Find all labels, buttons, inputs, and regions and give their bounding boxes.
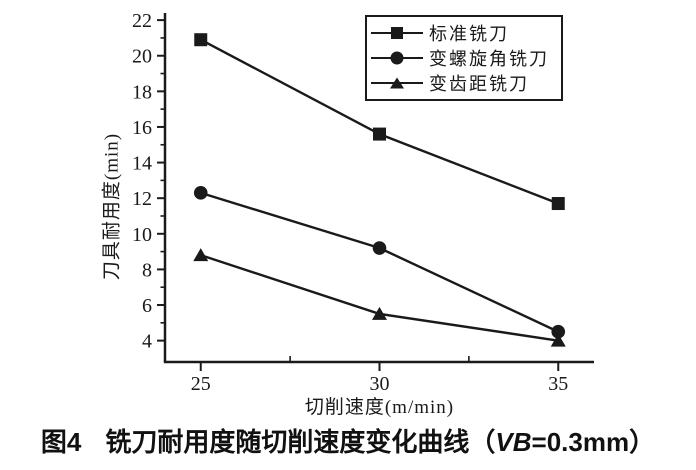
legend-label: 标准铣刀 <box>429 23 509 44</box>
triangle-marker-icon <box>390 77 404 89</box>
y-tick-label: 16 <box>132 117 152 139</box>
x-tick-label: 25 <box>191 373 211 395</box>
figure-caption: 图4 铣刀耐用度随切削速度变化曲线（VB=0.3mm） <box>0 422 696 459</box>
y-tick-label: 18 <box>132 81 152 103</box>
y-axis-title: 刀具耐用度(min) <box>101 132 123 281</box>
figure-number: 图4 <box>40 427 82 457</box>
caption-text: 铣刀耐用度随切削速度变化曲线（ <box>105 427 496 457</box>
legend-sample <box>371 50 423 66</box>
y-tick-label: 20 <box>132 46 152 68</box>
chart-legend: 标准铣刀 变螺旋角铣刀 变齿距铣刀 <box>365 15 563 101</box>
legend-item-variable-pitch-cutter: 变齿距铣刀 <box>371 71 561 96</box>
circle-marker-icon <box>390 51 404 65</box>
caption-suffix: =0.3mm） <box>531 427 656 457</box>
y-tick-label: 6 <box>142 295 152 317</box>
circle-marker-icon <box>551 324 566 339</box>
chart-canvas: 4 6 8 10 12 14 16 18 20 22 25 30 35 <box>132 10 594 395</box>
x-tick-label: 30 <box>370 373 390 395</box>
triangle-marker-icon <box>372 306 387 320</box>
square-marker-icon <box>551 197 565 211</box>
legend-sample <box>371 75 423 91</box>
x-tick-label: 35 <box>548 373 568 395</box>
y-tick-label: 12 <box>132 188 152 210</box>
y-tick-label: 14 <box>132 153 152 175</box>
caption-vb-italic: VB <box>495 427 532 457</box>
legend-item-variable-helix-cutter: 变螺旋角铣刀 <box>371 45 561 70</box>
y-tick-label: 22 <box>132 10 152 32</box>
square-marker-icon <box>391 26 403 39</box>
y-tick-label: 4 <box>142 331 152 353</box>
square-marker-icon <box>194 33 208 47</box>
legend-label: 变螺旋角铣刀 <box>429 48 549 69</box>
legend-sample <box>371 25 423 41</box>
y-tick-label: 10 <box>132 224 152 246</box>
triangle-marker-icon <box>193 248 209 262</box>
x-axis-title: 切削速度(m/min) <box>304 397 455 418</box>
legend-label: 变齿距铣刀 <box>429 74 529 95</box>
circle-marker-icon <box>372 241 387 255</box>
square-marker-icon <box>373 127 386 141</box>
line-chart: 4 6 8 10 12 14 16 18 20 22 25 30 35 刀具耐用度(min) 切削速度(… <box>101 10 594 418</box>
y-tick-label: 8 <box>142 259 152 281</box>
circle-marker-icon <box>193 186 208 200</box>
series-line-2 <box>200 254 559 342</box>
legend-item-standard-cutter: 标准铣刀 <box>371 20 561 45</box>
triangle-marker-icon <box>550 333 566 347</box>
